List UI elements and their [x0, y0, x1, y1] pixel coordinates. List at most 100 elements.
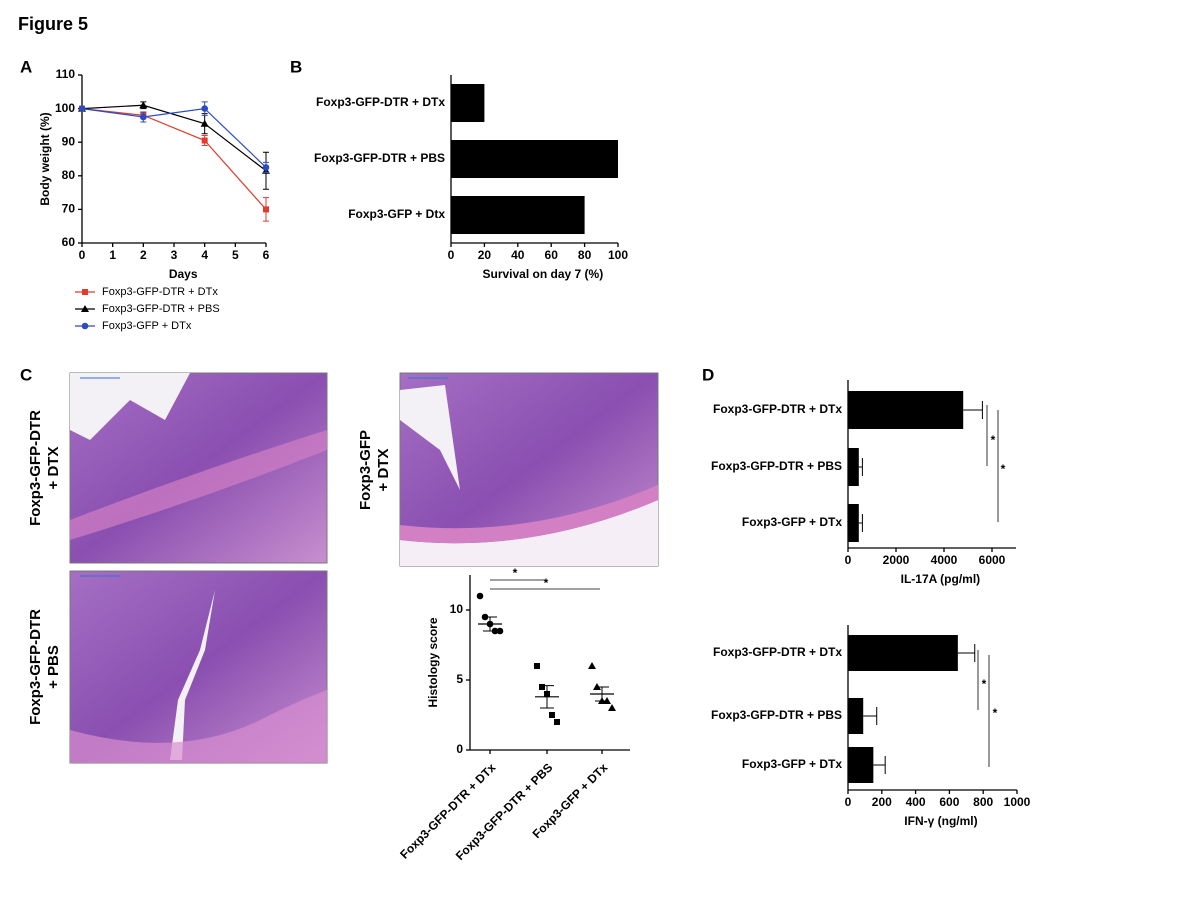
x-tick-label: 3 — [171, 248, 178, 262]
x-tick-label: 4 — [201, 248, 208, 262]
marker — [262, 164, 270, 171]
x-tick-label: Foxp3-GFP-DTR + DTx — [397, 760, 498, 861]
x-tick-label: 20 — [478, 248, 492, 262]
category-label: Foxp3-GFP-DTR + PBS — [711, 708, 842, 722]
significance-label: * — [982, 677, 987, 691]
x-tick-label: 4000 — [931, 553, 958, 567]
histology-image — [399, 372, 659, 567]
histology-image — [69, 570, 328, 764]
x-tick-label: 600 — [939, 795, 959, 809]
category-label: Foxp3-GFP + DTx — [742, 515, 842, 529]
histology-label-line: Foxp3-GFP — [357, 430, 374, 510]
histology-label: Foxp3-GFP + DTX — [357, 430, 392, 510]
panel-label: C — [20, 365, 32, 384]
marker — [549, 712, 555, 718]
histology-label-line: + DTX — [45, 447, 62, 490]
legend-label: Foxp3-GFP-DTR + PBS — [102, 303, 220, 315]
histology-label-line: Foxp3-GFP-DTR — [27, 609, 44, 725]
marker — [534, 663, 540, 669]
x-axis-label: Survival on day 7 (%) — [482, 267, 603, 281]
bar — [848, 698, 864, 734]
error-bar — [858, 514, 863, 532]
category-label: Foxp3-GFP + Dtx — [348, 207, 445, 221]
marker — [139, 101, 148, 109]
legend-marker — [82, 289, 88, 295]
y-tick-label: 80 — [62, 168, 76, 182]
y-tick-label: 0 — [456, 742, 463, 756]
error-bar — [858, 458, 863, 476]
x-tick-label: 0 — [845, 795, 852, 809]
series-line — [81, 108, 267, 210]
x-tick-label: Foxp3-GFP-DTR + PBS — [453, 760, 556, 863]
bar — [451, 140, 618, 178]
x-tick-label: 100 — [608, 248, 628, 262]
panel-label: D — [702, 365, 714, 384]
y-axis-label: Histology score — [426, 617, 440, 707]
x-tick-label: 5 — [232, 248, 239, 262]
x-tick-label: 400 — [906, 795, 926, 809]
y-tick-label: 70 — [62, 202, 76, 216]
error-bar — [540, 685, 554, 709]
marker — [78, 105, 86, 112]
histology-image — [69, 372, 328, 564]
error-bar — [863, 707, 878, 725]
x-tick-label: 80 — [578, 248, 592, 262]
y-axis-label: Body weight (%) — [38, 112, 52, 205]
panel-label: A — [20, 57, 32, 76]
marker — [496, 627, 504, 635]
series-line — [81, 107, 267, 168]
category-label: Foxp3-GFP-DTR + PBS — [314, 151, 445, 165]
legend-marker — [81, 305, 89, 312]
x-tick-label: 6000 — [979, 553, 1006, 567]
histology-label: Foxp3-GFP-DTR + PBS — [27, 609, 62, 725]
marker — [201, 137, 208, 144]
error-bar — [963, 401, 983, 419]
legend-label: Foxp3-GFP + DTx — [102, 320, 192, 332]
bar — [451, 196, 585, 234]
category-label: Foxp3-GFP-DTR + DTx — [713, 402, 842, 416]
category-label: Foxp3-GFP-DTR + DTx — [316, 95, 445, 109]
y-tick-label: 5 — [456, 672, 463, 686]
panel-label: B — [290, 57, 302, 76]
bar — [848, 391, 964, 429]
x-tick-label: 2 — [140, 248, 147, 262]
y-tick-label: 60 — [62, 235, 76, 249]
x-tick-label: 800 — [973, 795, 993, 809]
marker — [263, 206, 269, 213]
y-tick-label: 10 — [450, 602, 464, 616]
category-label: Foxp3-GFP-DTR + DTx — [713, 645, 842, 659]
error-bar — [957, 644, 976, 662]
x-tick-label: 2000 — [883, 553, 910, 567]
marker — [588, 662, 596, 669]
histology-label: Foxp3-GFP-DTR + DTX — [27, 410, 62, 526]
x-tick-label: 1 — [109, 248, 116, 262]
y-tick-label: 110 — [56, 67, 76, 81]
significance-label: * — [991, 433, 996, 447]
marker — [201, 105, 208, 112]
significance-label: * — [513, 566, 518, 580]
bar — [848, 747, 874, 783]
series-line — [81, 104, 267, 172]
histology-label-line: + PBS — [45, 645, 62, 689]
bar — [848, 448, 859, 486]
error-bar — [595, 686, 609, 702]
bar — [848, 635, 958, 671]
significance-label: * — [993, 706, 998, 720]
x-axis-label: IFN-γ (ng/ml) — [904, 814, 977, 828]
x-tick-label: 0 — [79, 248, 86, 262]
significance-label: * — [544, 576, 549, 590]
significance-label: * — [1001, 462, 1006, 476]
x-tick-label: 200 — [872, 795, 892, 809]
x-tick-label: 1000 — [1004, 795, 1031, 809]
marker — [140, 113, 147, 121]
category-label: Foxp3-GFP-DTR + PBS — [711, 459, 842, 473]
x-tick-label: 0 — [845, 553, 852, 567]
bar — [451, 84, 485, 122]
error-bar — [873, 756, 886, 774]
y-tick-label: 90 — [62, 134, 76, 148]
histology-label-line: Foxp3-GFP-DTR — [27, 410, 44, 526]
x-tick-label: 0 — [448, 248, 455, 262]
marker — [200, 119, 209, 127]
figure-title: Figure 5 — [18, 14, 88, 34]
